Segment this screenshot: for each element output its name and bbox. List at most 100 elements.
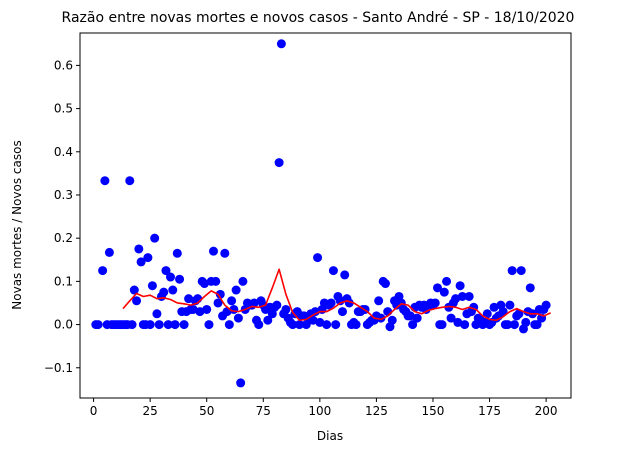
scatter-point: [453, 317, 463, 327]
scatter-point: [143, 253, 153, 263]
scatter-point: [233, 313, 243, 323]
scatter-point: [310, 307, 320, 317]
scatter-point: [516, 266, 526, 276]
scatter-point: [238, 276, 248, 286]
scatter-point: [455, 281, 465, 291]
scatter-point: [168, 285, 178, 295]
scatter-point: [220, 248, 230, 258]
scatter-point: [193, 294, 203, 304]
scatter-point: [208, 246, 218, 256]
scatter-point: [509, 320, 519, 330]
scatter-point: [288, 320, 298, 330]
scatter-point: [433, 283, 443, 293]
scatter-point: [236, 378, 246, 388]
scatter-point: [179, 320, 189, 330]
scatter-point: [451, 294, 461, 304]
x-tick-label: 175: [478, 404, 501, 418]
y-tick-label: 0.1: [54, 274, 73, 288]
scatter-point: [482, 309, 492, 319]
scatter-point: [100, 176, 110, 186]
scatter-point: [202, 304, 212, 314]
scatter-point: [136, 257, 146, 267]
scatter-point: [328, 266, 338, 276]
scatter-point: [326, 298, 336, 308]
scatter-point: [129, 285, 139, 295]
scatter-point: [154, 320, 164, 330]
scatter-point: [231, 285, 241, 295]
scatter-point: [376, 313, 386, 323]
scatter-point: [408, 320, 418, 330]
scatter-point: [374, 296, 384, 306]
scatter-point: [134, 244, 144, 254]
scatter-point: [132, 296, 142, 306]
line-series: [122, 268, 551, 322]
x-tick-label: 150: [422, 404, 445, 418]
scatter-point: [249, 298, 259, 308]
y-axis-label: Novas mortes / Novos casos: [10, 140, 24, 309]
scatter-point: [351, 320, 361, 330]
scatter-point: [489, 302, 499, 312]
scatter-point: [104, 247, 114, 257]
scatter-point: [93, 320, 103, 330]
scatter-point: [281, 304, 291, 314]
scatter-point: [276, 39, 286, 49]
scatter-point: [308, 315, 318, 325]
scatter-point: [204, 320, 214, 330]
scatter-point: [152, 309, 162, 319]
scatter-point: [437, 320, 447, 330]
scatter-point: [313, 253, 323, 263]
y-tick-label: 0.4: [54, 145, 73, 159]
scatter-point: [263, 315, 273, 325]
x-axis: 0 25 50 75 100 125 150 175 200: [90, 398, 558, 418]
plot-area: [91, 39, 551, 388]
scatter-point: [439, 287, 449, 297]
scatter-point: [184, 294, 194, 304]
moving-average-line: [122, 268, 551, 322]
scatter-point: [405, 311, 415, 321]
scatter-point: [446, 313, 456, 323]
scatter-point: [161, 266, 171, 276]
scatter-point: [380, 279, 390, 289]
scatter-point: [521, 317, 531, 327]
scatter-point: [464, 291, 474, 301]
scatter-point: [215, 289, 225, 299]
scatter-point: [166, 272, 176, 282]
scatter-point: [442, 276, 452, 286]
scatter-point: [227, 296, 237, 306]
scatter-point: [172, 248, 182, 258]
scatter-point: [195, 307, 205, 317]
scatter-series: [91, 39, 551, 388]
scatter-point: [383, 307, 393, 317]
scatter-point: [188, 304, 198, 314]
scatter-point: [322, 320, 332, 330]
x-tick-label: 100: [308, 404, 331, 418]
y-tick-label: 0.2: [54, 231, 73, 245]
chart-title: Razão entre novas mortes e novos casos -…: [62, 10, 575, 26]
scatter-point: [525, 283, 535, 293]
scatter-point: [199, 279, 209, 289]
scatter-point: [147, 281, 157, 291]
scatter-point: [159, 287, 169, 297]
scatter-point: [127, 320, 137, 330]
y-tick-label: 0.6: [54, 58, 73, 72]
scatter-point: [163, 320, 173, 330]
scatter-point: [498, 307, 508, 317]
y-tick-label: 0.0: [54, 318, 73, 332]
scatter-point: [254, 320, 264, 330]
x-tick-label: 200: [535, 404, 558, 418]
x-axis-label: Dias: [317, 429, 343, 443]
scatter-point: [430, 298, 440, 308]
scatter-point: [505, 300, 515, 310]
scatter-point: [340, 270, 350, 280]
scatter-point: [125, 176, 135, 186]
scatter-point: [294, 320, 304, 330]
scatter-point: [387, 315, 397, 325]
scatter-point: [274, 158, 284, 168]
scatter-point: [175, 274, 185, 284]
y-tick-label: 0.5: [54, 102, 73, 116]
scatter-point: [503, 320, 513, 330]
x-tick-label: 50: [199, 404, 214, 418]
scatter-point: [224, 320, 234, 330]
